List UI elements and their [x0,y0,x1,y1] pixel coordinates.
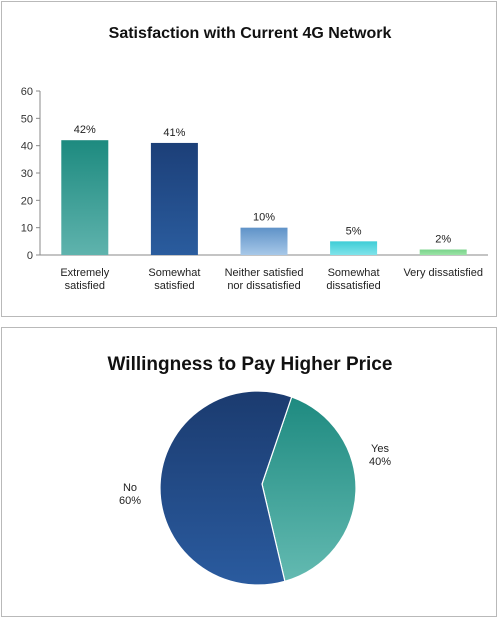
pie-slice-percent: 40% [369,456,391,468]
y-axis: 0 10 20 30 40 50 60 [21,86,488,262]
pie-slice-yes [261,396,357,583]
bar [150,142,198,255]
bar-series: 42%Extremelysatisfied41%Somewhatsatisfie… [60,124,483,292]
y-tick-label: 60 [21,86,33,98]
y-tick-label: 50 [21,113,33,125]
satisfaction-bar-chart: Satisfaction with Current 4G Network 0 10… [21,25,488,292]
bar-chart-title: Satisfaction with Current 4G Network [109,25,392,42]
pie-slice-label: No [123,482,137,494]
y-tick-label: 20 [21,195,33,207]
x-category-label: Somewhat [148,267,200,279]
satisfaction-chart-panel: Satisfaction with Current 4G Network 0 10… [1,1,497,317]
bar [330,241,378,255]
bar-data-label: 2% [435,234,451,246]
y-tick-label: 0 [27,250,33,262]
x-category-label: satisfied [65,280,105,292]
bar-data-label: 10% [253,212,275,224]
x-category-label: Extremely [60,267,109,279]
bar [240,227,288,255]
pie-slice-label: Yes [371,443,389,455]
x-category-label: Very dissatisfied [403,267,482,279]
bar-data-label: 42% [74,124,96,136]
pie-slice-percent: 60% [119,495,141,507]
bar-data-label: 5% [346,225,362,237]
y-tick-label: 40 [21,141,33,153]
x-category-label: dissatisfied [326,280,380,292]
willingness-chart-panel: Willingness to Pay Higher Price Yes 40% No… [1,327,497,617]
bar [419,249,467,255]
x-category-label: nor dissatisfied [227,280,300,292]
x-category-label: Somewhat [328,267,380,279]
y-tick-label: 10 [21,223,33,235]
pie-chart-title: Willingness to Pay Higher Price [108,354,393,375]
x-category-label: Neither satisfied [225,267,304,279]
pie-slice-no [159,390,293,586]
y-tick-label: 30 [21,168,33,180]
x-category-label: satisfied [154,280,194,292]
bar [61,140,109,255]
bar-data-label: 41% [163,127,185,139]
